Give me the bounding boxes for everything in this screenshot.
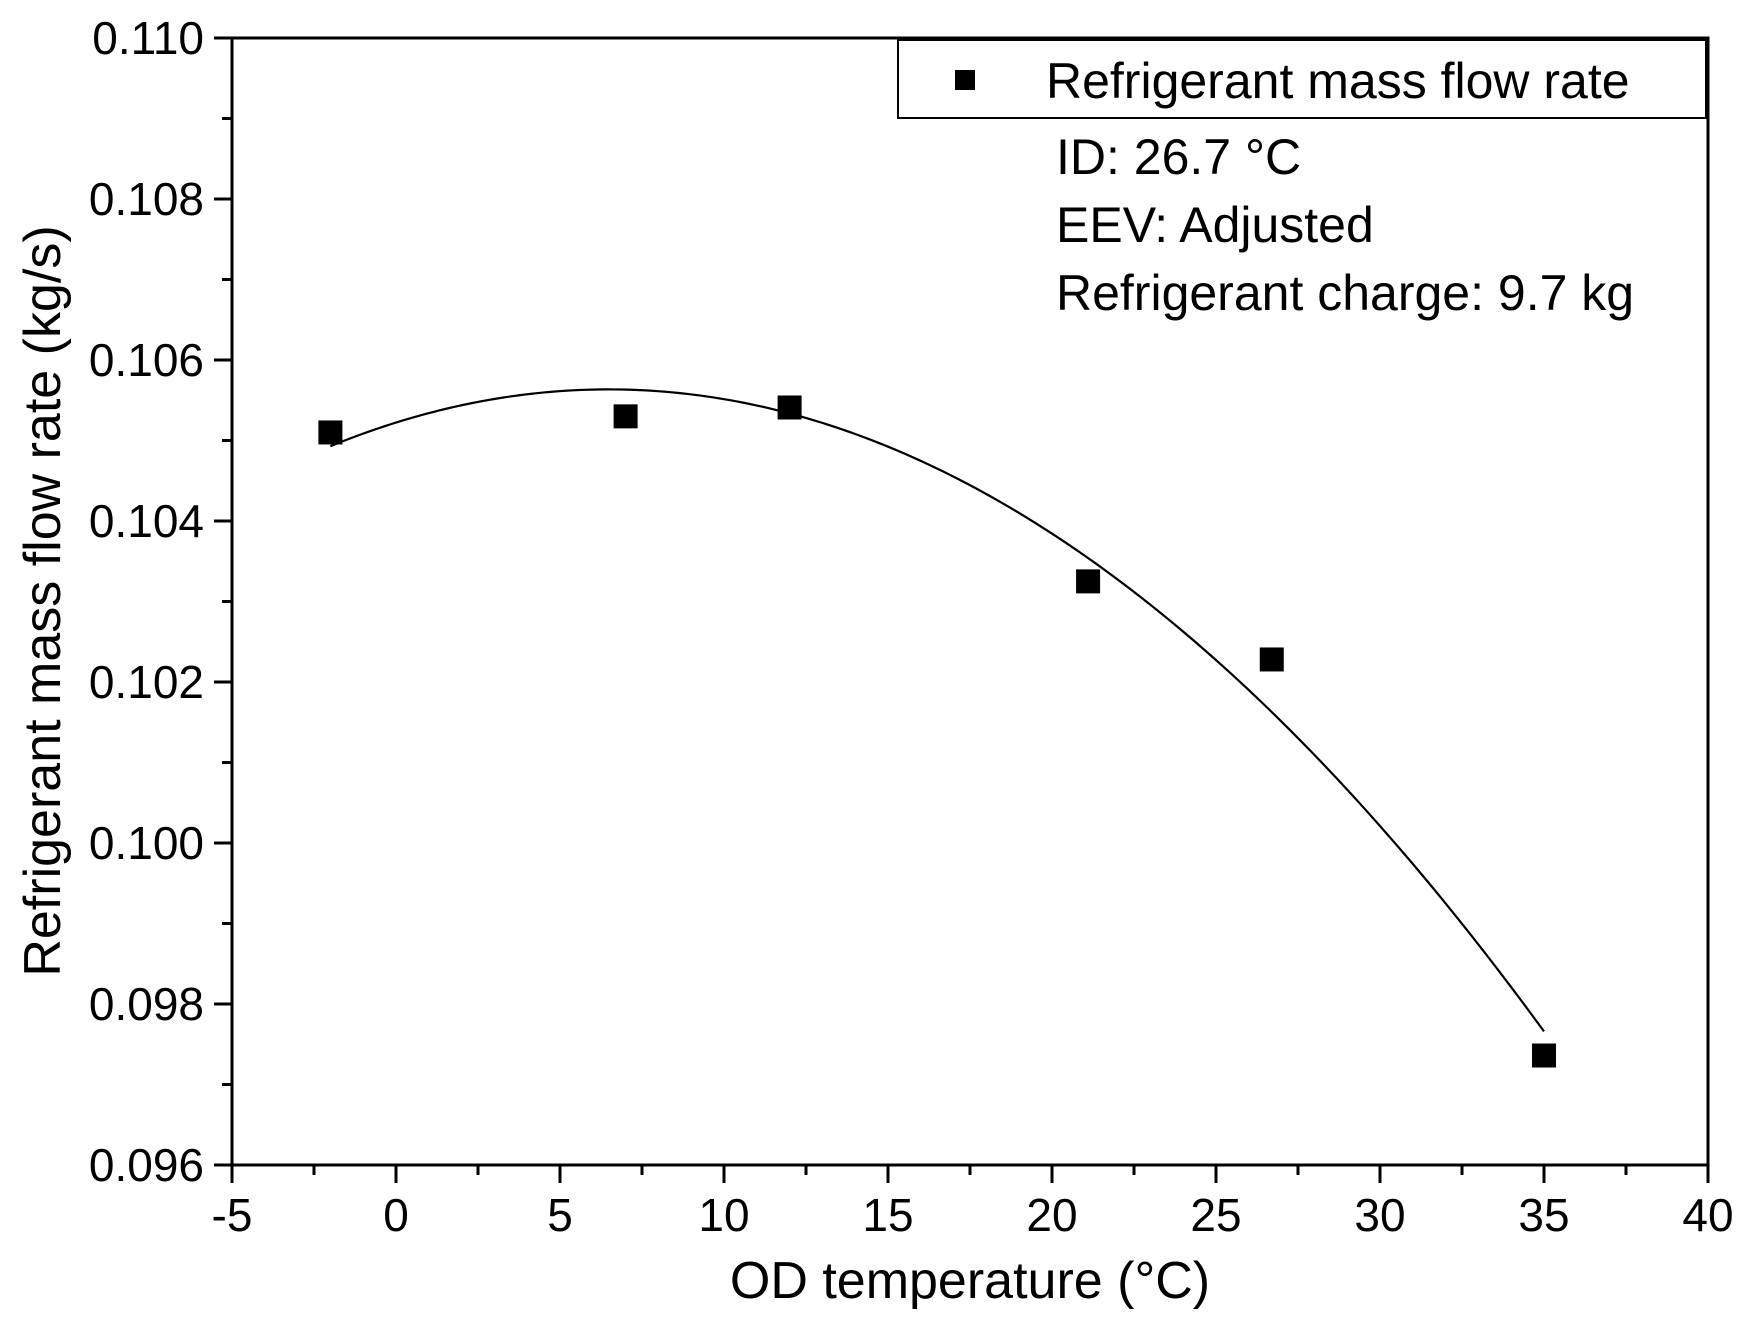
x-tick-label: 30: [1354, 1189, 1405, 1241]
annotations: ID: 26.7 °C EEV: Adjusted Refrigerant ch…: [1056, 129, 1634, 321]
legend-label: Refrigerant mass flow rate: [1046, 53, 1630, 109]
data-points: [318, 395, 1556, 1068]
x-tick-label: 25: [1190, 1189, 1241, 1241]
data-point: [1076, 569, 1101, 594]
annotation-eev: EEV: Adjusted: [1056, 197, 1374, 253]
x-tick-label: 5: [547, 1189, 573, 1241]
legend: Refrigerant mass flow rate: [897, 39, 1707, 119]
y-axis-title: Refrigerant mass flow rate (kg/s): [14, 225, 72, 976]
x-tick-label: 10: [698, 1189, 749, 1241]
x-tick-labels: -5 0 5 10 15 20 25 30 35 40: [212, 1189, 1734, 1241]
data-point: [1259, 647, 1284, 672]
x-tick-label: 15: [862, 1189, 913, 1241]
y-tick-label: 0.096: [89, 1139, 204, 1191]
annotation-charge: Refrigerant charge: 9.7 kg: [1056, 265, 1634, 321]
legend-marker: [955, 70, 975, 90]
y-tick-labels: 0.096 0.098 0.100 0.102 0.104 0.106 0.108 0.110: [89, 12, 204, 1191]
x-tick-label: 40: [1682, 1189, 1733, 1241]
y-tick-label: 0.108: [89, 173, 204, 225]
x-tick-label: -5: [212, 1189, 253, 1241]
data-point: [1532, 1043, 1556, 1068]
x-tick-label: 20: [1026, 1189, 1077, 1241]
data-point: [613, 404, 638, 429]
annotation-id-temp: ID: 26.7 °C: [1056, 129, 1301, 185]
x-axis-title: OD temperature (°C): [730, 1252, 1210, 1310]
legend-box: [897, 39, 1707, 119]
data-point: [777, 395, 802, 420]
y-tick-label: 0.100: [89, 817, 204, 869]
plot-frame: [230, 36, 1710, 1167]
axis-ticks: [214, 36, 1710, 1183]
y-tick-label: 0.110: [92, 12, 204, 64]
y-tick-label: 0.104: [89, 495, 204, 547]
fit-curve-group: [329, 388, 1545, 1033]
x-tick-label: 0: [383, 1189, 409, 1241]
x-tick-label: 35: [1518, 1189, 1569, 1241]
data-point: [318, 420, 343, 445]
y-tick-label: 0.102: [89, 656, 204, 708]
fit-curve: [329, 388, 1545, 1033]
y-tick-label: 0.106: [89, 334, 204, 386]
y-tick-label: 0.098: [89, 978, 204, 1030]
